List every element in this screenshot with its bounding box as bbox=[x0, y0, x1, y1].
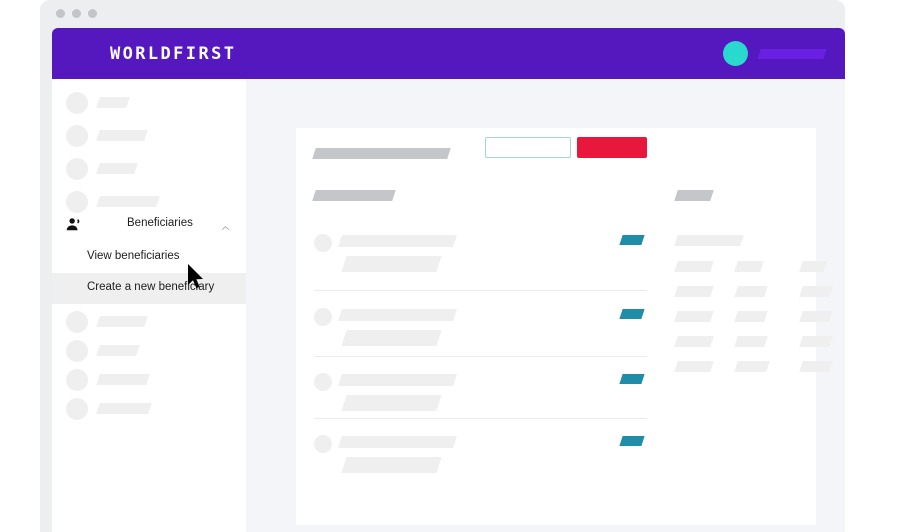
sidebar-placeholder-icon bbox=[66, 92, 88, 114]
header-placeholder-pill bbox=[757, 49, 827, 59]
section-label-placeholder bbox=[312, 190, 396, 201]
right-column-header bbox=[674, 235, 744, 246]
users-icon bbox=[65, 215, 84, 234]
sidebar-placeholder-7[interactable] bbox=[52, 364, 246, 397]
right-column-cell bbox=[674, 261, 714, 272]
sidebar-placeholder-5[interactable] bbox=[52, 306, 246, 339]
column-header-placeholder bbox=[674, 190, 714, 201]
app-header: WORLDFIRST bbox=[52, 28, 845, 79]
sidebar-placeholder-icon bbox=[66, 398, 88, 420]
row-secondary-placeholder bbox=[341, 256, 442, 272]
traffic-light-close[interactable] bbox=[56, 9, 65, 18]
sidebar-placeholder-icon bbox=[66, 125, 88, 147]
right-column-cell bbox=[734, 261, 764, 272]
browser-window: WORLDFIRST bbox=[40, 0, 845, 532]
page-title-placeholder bbox=[312, 148, 451, 159]
sidebar-item-beneficiaries[interactable]: Beneficiaries bbox=[52, 208, 246, 241]
content-area bbox=[246, 79, 845, 532]
sidebar-subitem-view-beneficiaries[interactable]: View beneficiaries bbox=[52, 242, 246, 273]
row-divider bbox=[314, 290, 647, 291]
sidebar-placeholder-3[interactable] bbox=[52, 153, 246, 186]
user-avatar[interactable] bbox=[723, 41, 748, 66]
right-column-cell bbox=[674, 361, 714, 372]
right-column-cell bbox=[799, 286, 833, 297]
sidebar-placeholder-label bbox=[96, 97, 130, 108]
right-column-cell bbox=[799, 311, 833, 322]
right-column-cell bbox=[734, 311, 768, 322]
sidebar-placeholder-label bbox=[96, 316, 148, 327]
row-divider bbox=[314, 418, 647, 419]
sidebar-placeholder-label bbox=[96, 196, 160, 207]
sidebar-placeholder-label bbox=[96, 374, 150, 385]
row-avatar bbox=[314, 435, 332, 453]
main-card bbox=[296, 128, 833, 525]
right-column-cell bbox=[799, 361, 833, 372]
row-primary-placeholder bbox=[338, 374, 457, 386]
sidebar-item-label: Beneficiaries bbox=[127, 217, 193, 229]
row-primary-placeholder bbox=[338, 309, 457, 321]
sidebar-placeholder-1[interactable] bbox=[52, 87, 246, 120]
sidebar-placeholder-2[interactable] bbox=[52, 120, 246, 153]
sidebar-placeholder-label bbox=[96, 130, 148, 141]
right-column-cell bbox=[734, 336, 768, 347]
row-status-badge bbox=[619, 374, 645, 384]
sidebar: Beneficiaries View beneficiaries Create … bbox=[52, 79, 246, 532]
row-status-badge bbox=[619, 235, 645, 245]
sidebar-placeholder-8[interactable] bbox=[52, 393, 246, 426]
sidebar-placeholder-icon bbox=[66, 369, 88, 391]
row-avatar bbox=[314, 308, 332, 326]
browser-titlebar bbox=[40, 0, 845, 28]
sidebar-placeholder-label bbox=[96, 345, 140, 356]
traffic-light-minimize[interactable] bbox=[72, 9, 81, 18]
row-secondary-placeholder bbox=[341, 330, 442, 346]
right-column-cell bbox=[799, 336, 833, 347]
right-column-cell bbox=[674, 286, 714, 297]
right-column-cell bbox=[734, 286, 768, 297]
row-status-badge bbox=[619, 309, 645, 319]
sidebar-placeholder-icon bbox=[66, 158, 88, 180]
sidebar-placeholder-label bbox=[96, 403, 152, 414]
sidebar-placeholder-icon bbox=[66, 340, 88, 362]
sidebar-subitem-create-new-beneficiary[interactable]: Create a new beneficiary bbox=[52, 273, 246, 304]
row-status-badge bbox=[619, 436, 645, 446]
right-column-cell bbox=[674, 336, 714, 347]
traffic-light-maximize[interactable] bbox=[88, 9, 97, 18]
sidebar-subitem-label: Create a new beneficiary bbox=[87, 281, 215, 293]
sidebar-placeholder-label bbox=[96, 163, 138, 174]
row-secondary-placeholder bbox=[341, 457, 442, 473]
chevron-up-icon[interactable] bbox=[221, 220, 230, 230]
sidebar-subitem-label: View beneficiaries bbox=[87, 250, 180, 262]
row-primary-placeholder bbox=[338, 235, 457, 247]
primary-button[interactable] bbox=[577, 137, 647, 158]
sidebar-placeholder-icon bbox=[66, 311, 88, 333]
right-column-cell bbox=[674, 311, 714, 322]
right-column-cell bbox=[799, 261, 827, 272]
row-secondary-placeholder bbox=[341, 395, 442, 411]
app-shell: WORLDFIRST bbox=[52, 28, 845, 532]
sidebar-placeholder-6[interactable] bbox=[52, 335, 246, 368]
search-input[interactable] bbox=[485, 137, 571, 158]
row-avatar bbox=[314, 373, 332, 391]
brand-logo[interactable]: WORLDFIRST bbox=[110, 44, 237, 64]
sidebar-placeholder-icon bbox=[66, 191, 88, 213]
row-divider bbox=[314, 356, 647, 357]
sidebar-placeholder-4[interactable] bbox=[52, 186, 246, 219]
right-column-cell bbox=[734, 361, 770, 372]
row-primary-placeholder bbox=[338, 436, 457, 448]
row-avatar bbox=[314, 234, 332, 252]
